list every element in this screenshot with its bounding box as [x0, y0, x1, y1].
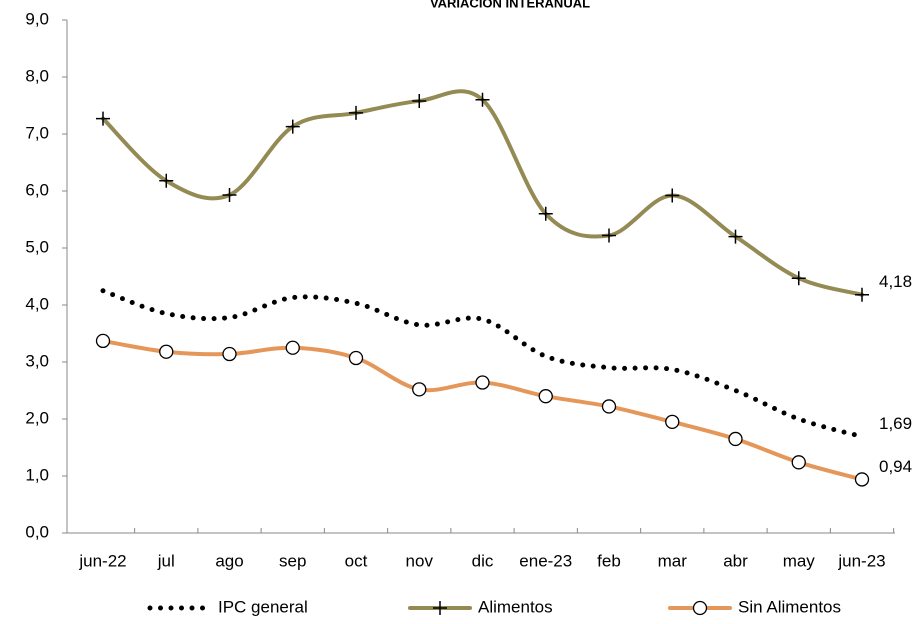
legend-marker: [433, 601, 447, 615]
point-marker: [412, 382, 427, 397]
point-marker: [538, 389, 553, 404]
point-marker: [855, 287, 869, 302]
data-label: 4,18: [879, 272, 912, 291]
point-marker: [665, 414, 680, 430]
x-tick-label: ago: [215, 551, 243, 570]
point-marker: [96, 111, 110, 126]
x-tick-label: dic: [472, 551, 494, 570]
x-tick-label: oct: [345, 551, 368, 570]
series-line: [101, 89, 864, 297]
point-marker: [475, 92, 490, 107]
point-marker: [475, 375, 490, 390]
point-marker: [159, 344, 174, 359]
y-tick-label: 6,0: [25, 180, 49, 199]
data-label: 1,69: [879, 414, 912, 433]
legend-marker: [692, 600, 708, 616]
y-tick-label: 3,0: [25, 351, 49, 370]
point-marker: [222, 346, 237, 362]
point-marker: [791, 455, 806, 470]
x-tick-label: may: [783, 551, 816, 570]
point-marker: [602, 228, 616, 243]
point-marker: [728, 431, 743, 447]
point-marker: [728, 229, 743, 244]
x-tick-label: mar: [658, 551, 688, 570]
point-marker: [854, 472, 870, 487]
x-tick-label: jun-23: [837, 551, 885, 570]
y-tick-label: 2,0: [25, 408, 49, 427]
chart-title: VARIACIÓN INTERANUAL: [430, 0, 590, 10]
point-marker: [159, 173, 174, 188]
y-tick-label: 7,0: [25, 123, 49, 142]
series-line: [101, 338, 864, 482]
x-tick-label: abr: [723, 551, 748, 570]
y-tick-label: 5,0: [25, 237, 49, 256]
y-tick-label: 9,0: [25, 9, 49, 28]
y-tick-label: 8,0: [25, 66, 49, 85]
point-marker: [665, 188, 680, 203]
data-label: 0,94: [879, 457, 912, 476]
y-tick-label: 1,0: [25, 465, 49, 484]
x-tick-label: ene-23: [519, 551, 572, 570]
legend-label: Sin Alimentos: [738, 597, 841, 616]
point-marker: [412, 93, 427, 108]
y-tick-label: 0,0: [25, 522, 49, 541]
point-marker: [285, 340, 300, 355]
point-marker: [538, 206, 553, 221]
legend-label: Alimentos: [478, 597, 553, 616]
point-marker: [285, 119, 300, 134]
x-tick-label: feb: [597, 551, 621, 570]
legend-label: IPC general: [218, 597, 308, 616]
y-tick-label: 4,0: [25, 294, 49, 313]
point-marker: [348, 350, 364, 366]
point-marker: [95, 333, 111, 349]
series-line: [100, 288, 865, 440]
x-tick-label: nov: [406, 551, 434, 570]
x-tick-label: jun-22: [78, 551, 126, 570]
point-marker: [222, 187, 237, 202]
x-tick-label: jul: [157, 551, 175, 570]
point-marker: [791, 271, 806, 286]
point-marker: [349, 105, 363, 120]
point-marker: [601, 399, 617, 414]
x-tick-label: sep: [279, 551, 306, 570]
